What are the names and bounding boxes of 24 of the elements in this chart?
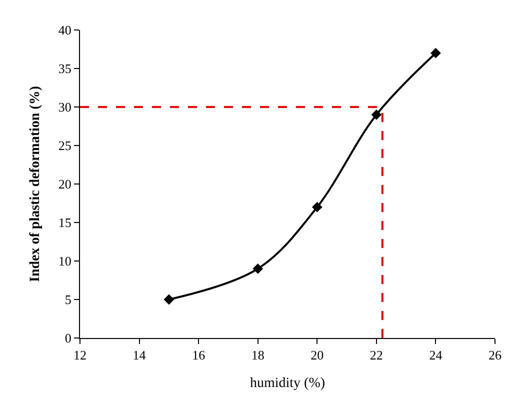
x-tick-label: 18 <box>251 348 264 363</box>
x-tick-label: 20 <box>310 348 324 363</box>
y-axis-title: Index of plastic deformation (%) <box>28 86 43 282</box>
point <box>252 264 264 274</box>
y-tick-label: 30 <box>58 100 72 115</box>
x-tick-label: 16 <box>192 348 206 363</box>
point <box>312 202 322 212</box>
x-tick-label: 26 <box>488 348 502 363</box>
x-tick-label: 22 <box>370 348 383 363</box>
y-tick-label: 35 <box>58 61 72 76</box>
x-tick-label: 12 <box>74 348 86 363</box>
x-tick-label: 14 <box>132 348 146 363</box>
y-tick-label: 0 <box>64 330 72 346</box>
y-tick-label: 5 <box>64 292 72 308</box>
y-tick-label: 40 <box>58 22 72 38</box>
y-tick-label: 15 <box>58 215 72 230</box>
point <box>164 294 174 305</box>
point <box>430 48 441 58</box>
point <box>371 110 382 120</box>
y-tick-label: 25 <box>58 138 72 154</box>
x-axis-title: humidity (%) <box>250 376 326 391</box>
x-tick-label: 24 <box>429 348 443 363</box>
y-tick-label: 10 <box>58 254 72 269</box>
y-tick-label: 20 <box>58 176 72 192</box>
